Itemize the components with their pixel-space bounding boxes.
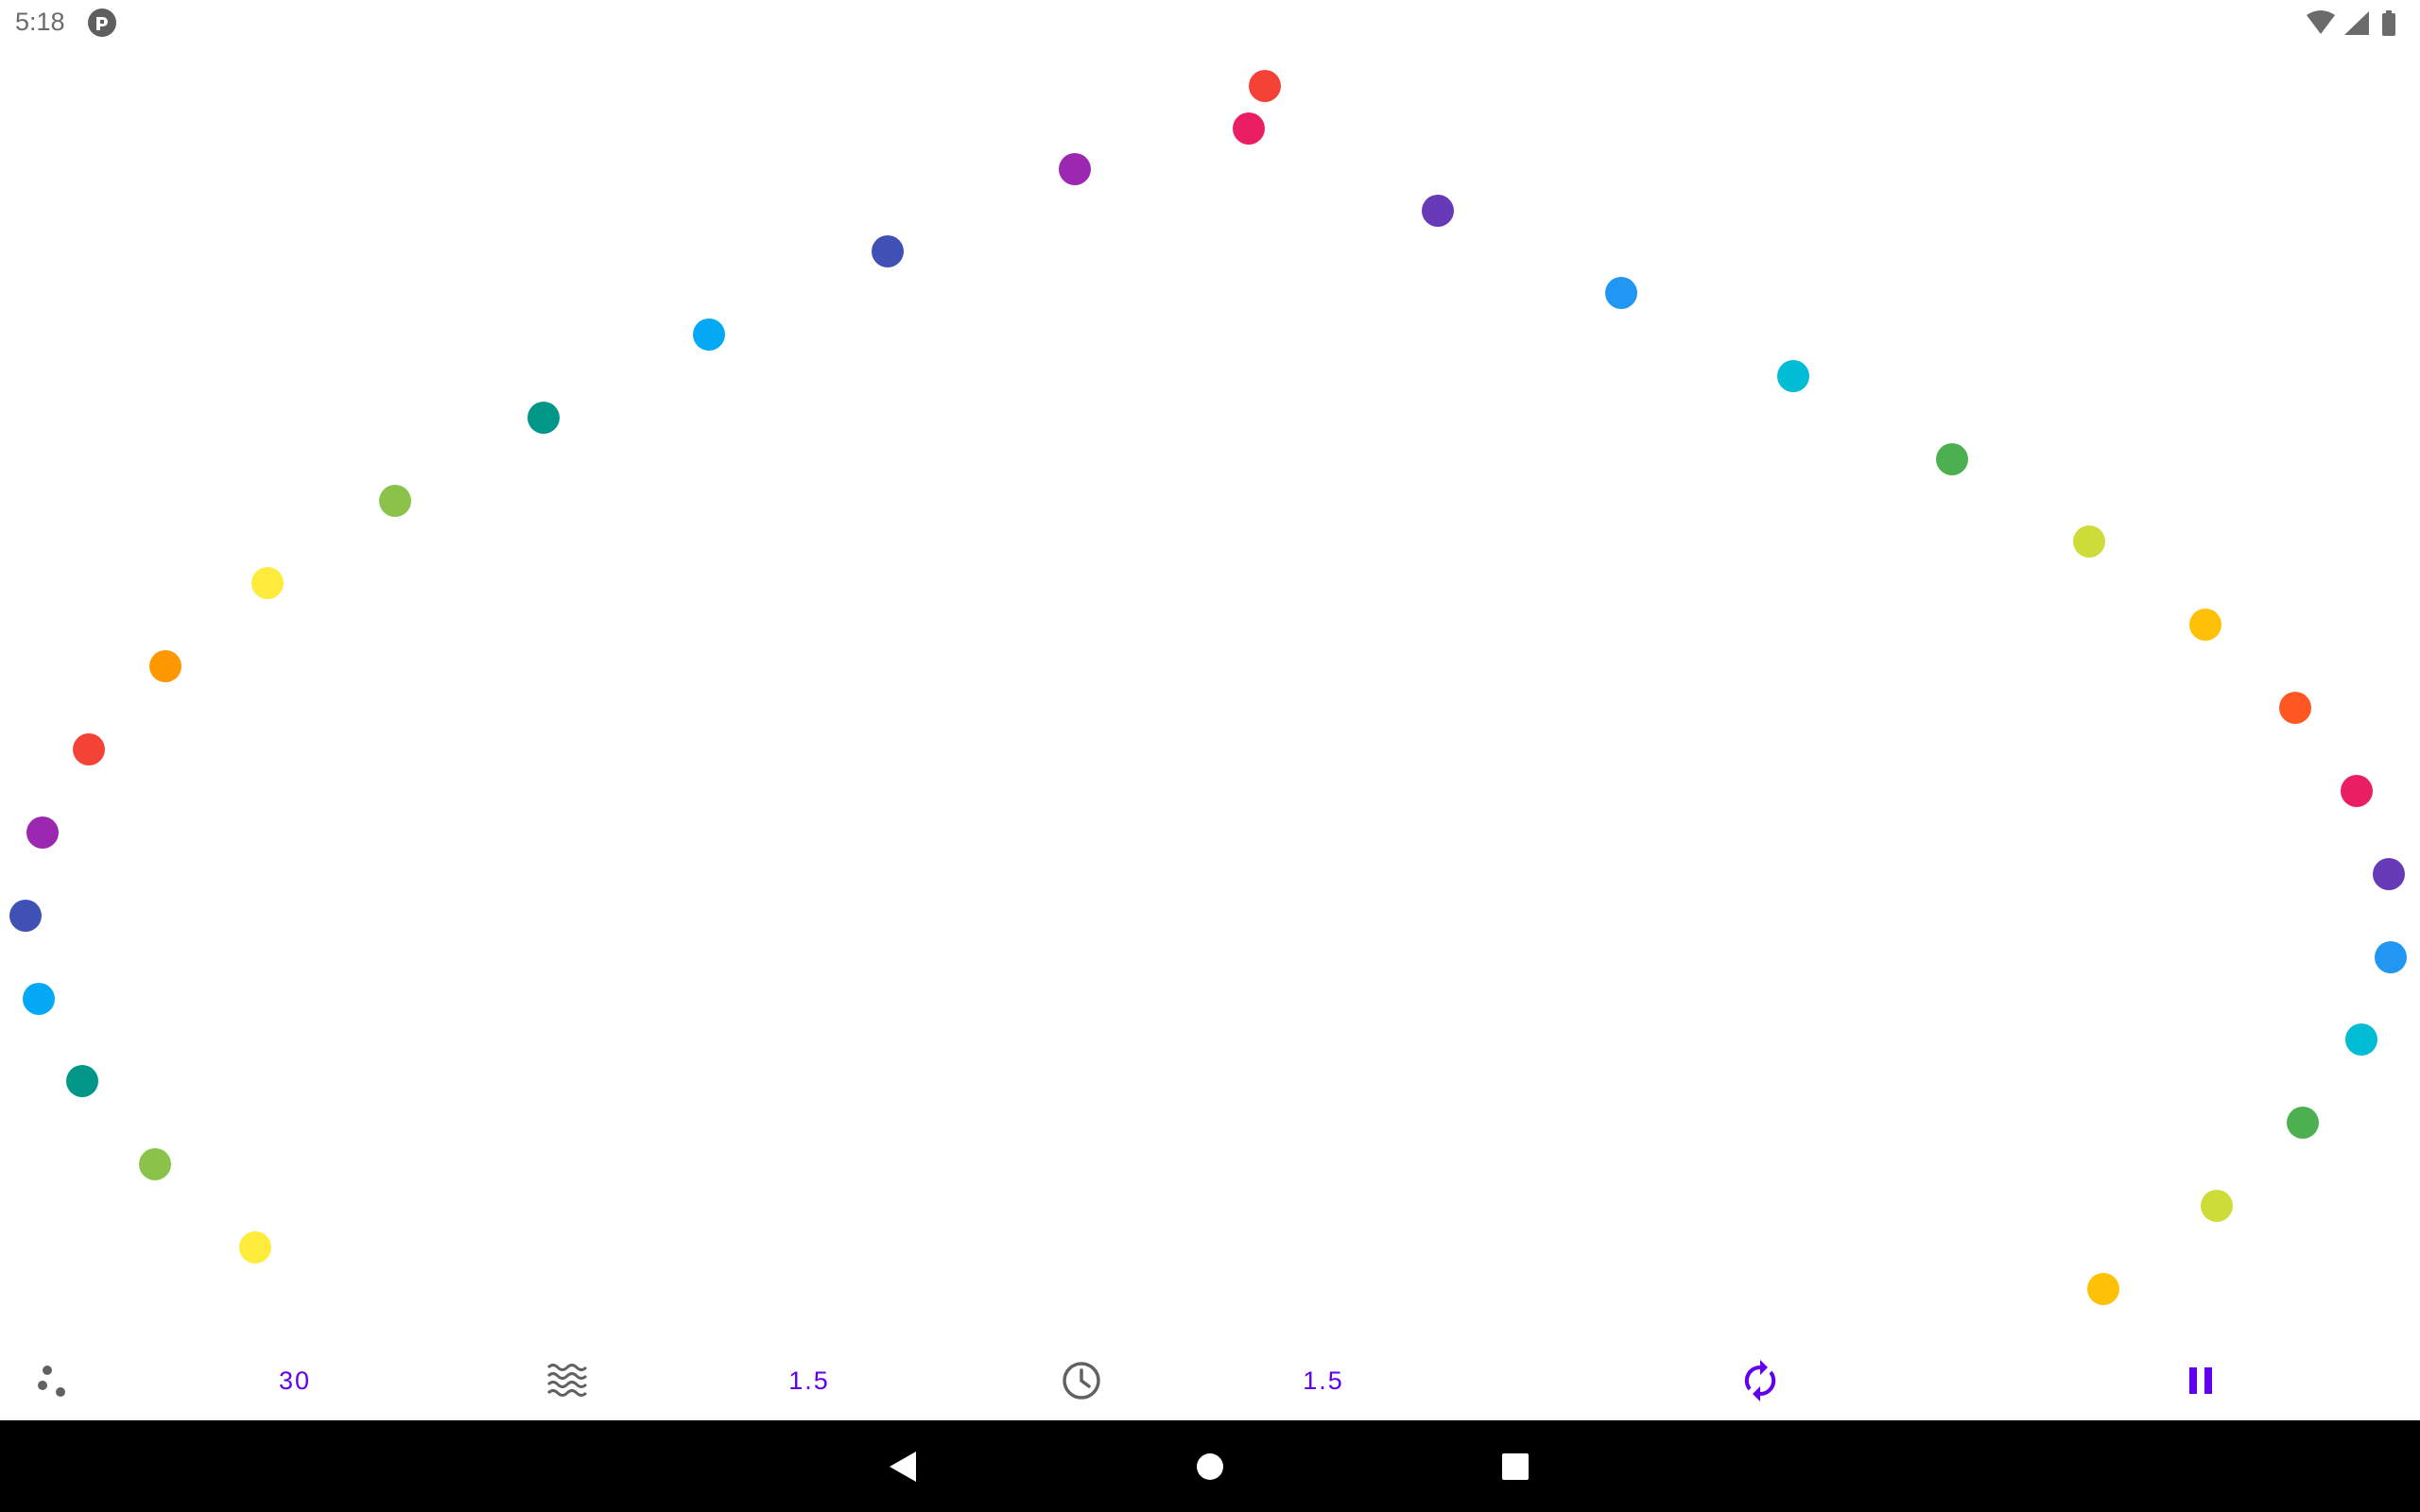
animated-dot <box>2201 1190 2233 1222</box>
animated-dot <box>872 235 904 267</box>
system-nav-bar <box>0 1420 2420 1512</box>
animated-dot <box>2087 1273 2119 1305</box>
animated-dot <box>2279 692 2311 724</box>
cell-signal-icon <box>2344 11 2369 35</box>
nav-back-button[interactable] <box>845 1420 959 1512</box>
animated-dot <box>239 1231 271 1263</box>
reset-button[interactable] <box>1722 1342 1798 1419</box>
animated-dot <box>1059 153 1091 185</box>
waves-icon <box>546 1364 588 1397</box>
animated-dot <box>1422 195 1454 227</box>
animated-dot <box>2373 858 2405 890</box>
speed-value-label: 1.5 <box>1303 1366 1344 1395</box>
animated-dot <box>2287 1107 2319 1139</box>
animated-dot <box>2341 775 2373 807</box>
animated-dot <box>2345 1023 2377 1056</box>
wave-value[interactable]: 1.5 <box>762 1342 856 1419</box>
animated-dot <box>1233 112 1265 145</box>
wave-value-label: 1.5 <box>788 1366 830 1395</box>
wave-control[interactable] <box>529 1342 605 1419</box>
control-bar: 30 1.5 1.5 <box>0 1342 2420 1419</box>
recents-square-icon <box>1502 1452 1529 1480</box>
animated-dot <box>1777 360 1809 392</box>
animated-dot <box>149 650 182 682</box>
animated-dot <box>1605 277 1637 309</box>
animated-dot <box>9 900 42 932</box>
dots-icon <box>38 1366 65 1397</box>
dot-count-control[interactable] <box>15 1342 91 1419</box>
animated-dot <box>379 485 411 517</box>
pocket-casts-icon <box>88 9 116 37</box>
pause-icon <box>2189 1367 2212 1394</box>
animated-dot <box>2375 941 2407 973</box>
animated-dot <box>23 983 55 1015</box>
system-status-icons <box>2307 10 2395 36</box>
home-circle-icon <box>1197 1452 1223 1480</box>
nav-home-button[interactable] <box>1153 1420 1267 1512</box>
animated-dot <box>73 733 105 765</box>
animated-dot <box>1249 70 1281 102</box>
nav-recents-button[interactable] <box>1459 1420 1572 1512</box>
animated-dot <box>527 402 560 434</box>
back-triangle-icon <box>890 1451 916 1482</box>
wifi-icon <box>2307 10 2335 34</box>
dot-count-value[interactable]: 30 <box>248 1342 342 1419</box>
animated-dot <box>66 1065 98 1097</box>
animated-dot <box>693 318 725 351</box>
speed-value[interactable]: 1.5 <box>1276 1342 1371 1419</box>
status-time: 5:18 <box>15 8 65 36</box>
battery-icon <box>2382 10 2395 36</box>
status-bar: 5:18 <box>0 0 2420 47</box>
dot-count-label: 30 <box>278 1366 312 1395</box>
speed-control[interactable] <box>1044 1342 1119 1419</box>
dot-animation-canvas[interactable] <box>0 0 2420 1342</box>
refresh-icon <box>1744 1360 1776 1401</box>
animated-dot <box>1936 443 1968 475</box>
animated-dot <box>2189 609 2221 641</box>
clock-icon <box>1063 1362 1100 1400</box>
animated-dot <box>2073 525 2105 558</box>
pause-button[interactable] <box>2163 1342 2238 1419</box>
animated-dot <box>26 816 59 849</box>
animated-dot <box>251 567 284 599</box>
animated-dot <box>139 1148 171 1180</box>
